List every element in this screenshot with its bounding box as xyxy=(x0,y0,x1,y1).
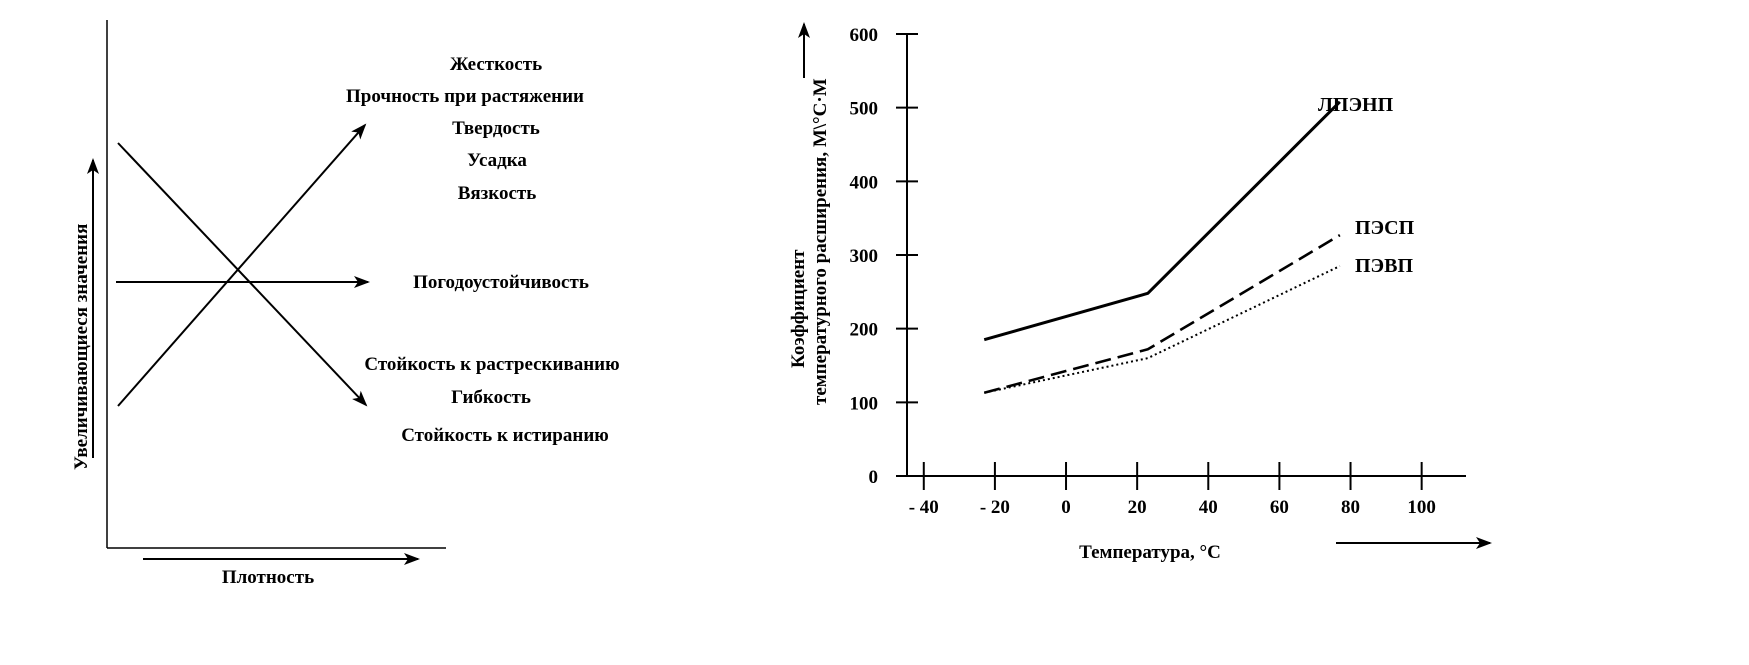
y-tick-label: 400 xyxy=(850,172,879,193)
expansion-chart: 0 100 200 300 400 500 600 - 40 - 20 0 20 40 60 80 100… xyxy=(788,22,1492,563)
y-tick-label: 0 xyxy=(869,467,879,488)
series-label-1: ЛПЭНП xyxy=(1318,94,1394,116)
schematic-chart: Увеличивающиеся значения Плотность Жестк… xyxy=(71,20,620,588)
x-tick-label: 40 xyxy=(1199,497,1218,518)
decreasing-labels: Стойкость к растрескиванию Гибкость Стой… xyxy=(364,354,619,446)
decreasing-arrow xyxy=(117,142,368,407)
chart2-y-ticks: 0 100 200 300 400 500 600 xyxy=(850,25,918,488)
y-tick-label: 100 xyxy=(850,393,879,414)
increasing-arrow xyxy=(117,123,367,407)
chart2-x-ticks: - 40 - 20 0 20 40 60 80 100 xyxy=(909,462,1436,518)
chart2-ylabel-line1: Коэффициент xyxy=(788,249,809,368)
y-tick-label: 300 xyxy=(850,246,879,267)
label-shrinkage: Усадка xyxy=(467,150,527,171)
x-tick-label: 0 xyxy=(1061,497,1071,518)
x-tick-label: 20 xyxy=(1128,497,1147,518)
x-tick-label: 80 xyxy=(1341,497,1360,518)
label-hardness: Твердость xyxy=(452,118,540,139)
label-abrasion-resistance: Стойкость к истиранию xyxy=(401,425,609,446)
y-tick-label: 500 xyxy=(850,99,879,120)
label-flexibility: Гибкость xyxy=(451,387,531,408)
x-tick-label: - 20 xyxy=(980,497,1010,518)
label-crack-resistance: Стойкость к растрескиванию xyxy=(364,354,619,375)
label-viscosity: Вязкость xyxy=(458,183,537,204)
series-line-1 xyxy=(983,100,1341,342)
label-stiffness: Жесткость xyxy=(450,54,542,75)
x-tick-label: - 40 xyxy=(909,497,939,518)
label-tensile-strength: Прочность при растяжении xyxy=(346,86,584,107)
y-tick-label: 200 xyxy=(850,320,879,341)
increasing-labels: Жесткость Прочность при растяжении Тверд… xyxy=(346,54,584,204)
chart2-xlabel: Температура, °C xyxy=(1079,542,1221,563)
y-tick-label: 600 xyxy=(850,25,879,46)
x-tick-label: 100 xyxy=(1407,497,1436,518)
series-label-3: ПЭВП xyxy=(1355,255,1413,277)
chart2-series: ЛПЭНП ПЭСП ПЭВП xyxy=(983,94,1415,395)
x-tick-label: 60 xyxy=(1270,497,1289,518)
series-line-2 xyxy=(983,233,1341,395)
schematic-xlabel: Плотность xyxy=(222,567,314,588)
schematic-ylabel: Увеличивающиеся значения xyxy=(71,224,92,470)
label-weather-resistance: Погодоустойчивость xyxy=(413,272,589,293)
chart2-ylabel-line2: температурного расширения, М\°С·М xyxy=(810,78,831,405)
series-line-3 xyxy=(984,265,1341,394)
series-label-2: ПЭСП xyxy=(1355,217,1415,239)
